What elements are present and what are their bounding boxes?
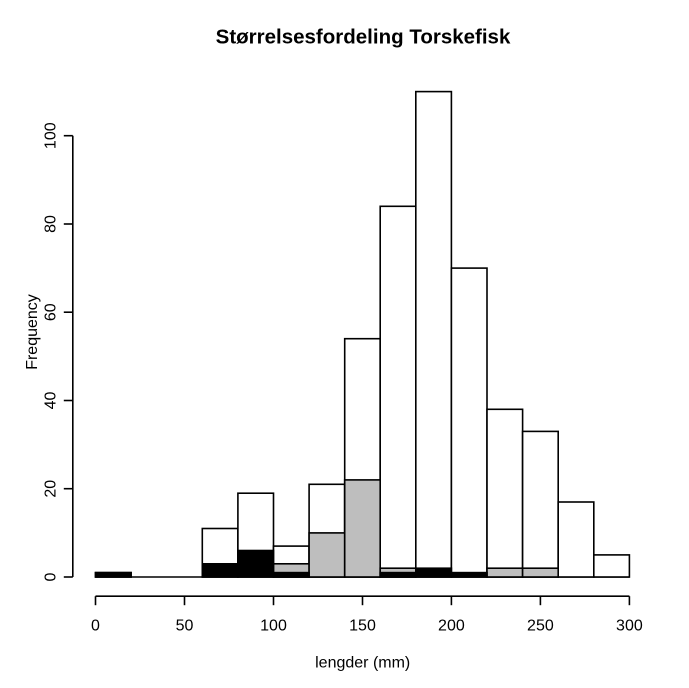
svg-text:250: 250	[527, 618, 554, 635]
svg-text:lengder (mm): lengder (mm)	[315, 655, 410, 672]
svg-text:0: 0	[91, 618, 100, 635]
svg-text:60: 60	[42, 303, 59, 321]
svg-text:20: 20	[42, 480, 59, 498]
svg-text:Frequency: Frequency	[24, 294, 41, 370]
svg-text:300: 300	[616, 618, 643, 635]
svg-text:50: 50	[176, 618, 194, 635]
svg-text:0: 0	[42, 572, 59, 581]
svg-text:100: 100	[42, 122, 59, 149]
svg-text:Størrelsesfordeling Torskefisk: Størrelsesfordeling Torskefisk	[216, 26, 511, 49]
svg-text:150: 150	[349, 618, 376, 635]
svg-text:80: 80	[42, 215, 59, 233]
svg-text:200: 200	[438, 618, 465, 635]
svg-text:40: 40	[42, 392, 59, 410]
svg-text:100: 100	[260, 618, 287, 635]
